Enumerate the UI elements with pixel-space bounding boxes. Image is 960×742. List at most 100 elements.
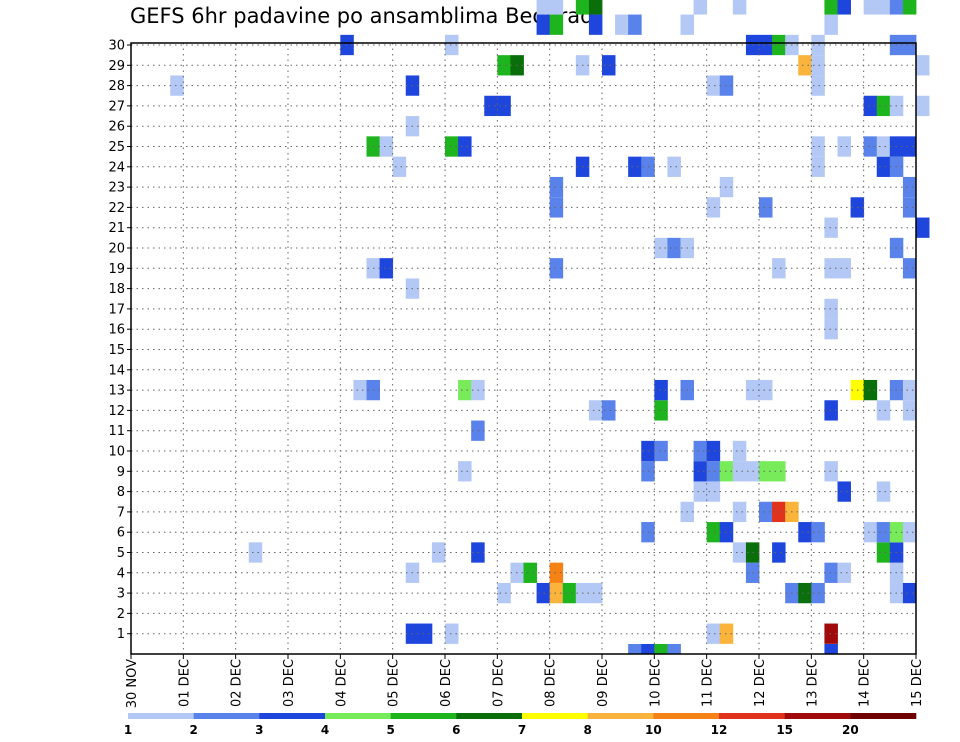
x-tick-label: 30 NOV [125, 659, 140, 708]
x-tick-label: 13 DEC [805, 659, 820, 707]
y-tick-label: 20 [108, 242, 125, 257]
heatmap-cell [824, 623, 838, 644]
heatmap-cell [811, 136, 825, 157]
heatmap-cell [902, 400, 917, 421]
heatmap-cell [706, 440, 721, 462]
heatmap-cell [824, 400, 838, 421]
heatmap-cell [732, 461, 747, 482]
heatmap-cell [837, 0, 851, 15]
heatmap-cell [916, 55, 930, 76]
x-tick-label: 06 DEC [439, 659, 454, 707]
y-tick-label: 28 [108, 79, 125, 94]
heatmap-cell [902, 34, 917, 56]
x-tick-label: 08 DEC [544, 659, 559, 707]
heatmap-cell [811, 156, 825, 177]
heatmap-cell [431, 542, 446, 563]
heatmap-cell [353, 379, 367, 401]
heatmap-cell [693, 0, 708, 15]
heatmap-cell [654, 644, 668, 654]
heatmap-cell [602, 400, 616, 421]
heatmap-cell [902, 197, 917, 218]
y-tick-label: 9 [117, 465, 125, 480]
heatmap-cell [863, 136, 878, 157]
legend-swatch [325, 713, 391, 719]
heatmap-cell [379, 258, 394, 279]
legend-label: 2 [189, 723, 197, 737]
heatmap-cell [759, 34, 773, 56]
y-tick-label: 14 [108, 363, 125, 378]
heatmap-cell [588, 14, 603, 35]
heatmap-cell [837, 258, 851, 279]
heatmap-cell [628, 14, 642, 35]
y-tick-label: 8 [117, 485, 125, 500]
heatmap-cell [497, 55, 511, 76]
heatmap-cell [916, 95, 930, 117]
heatmap-cell [902, 136, 917, 157]
heatmap-cell [588, 400, 603, 421]
heatmap-cell [680, 14, 694, 35]
y-tick-label: 11 [108, 424, 125, 439]
legend-swatch [193, 713, 260, 719]
heatmap-cell [916, 217, 930, 238]
heatmap-cell [484, 95, 498, 117]
heatmap-cell [811, 522, 825, 543]
heatmap-cell [902, 379, 917, 401]
heatmap-cell [772, 34, 786, 56]
heatmap-cell [876, 400, 891, 421]
heatmap-cell [418, 623, 433, 644]
heatmap-cell [445, 34, 459, 56]
heatmap-cell [889, 0, 904, 15]
heatmap-cell [458, 379, 472, 401]
heatmap-cell [902, 258, 917, 279]
heatmap-cell [379, 136, 394, 157]
heatmap-cell [798, 55, 812, 76]
heatmap-cell [575, 0, 590, 15]
heatmap-cell [772, 501, 786, 523]
heatmap-cell [654, 237, 668, 259]
color-legend: 1 2 3 4 5 6 7 8 10 12 15 20 [124, 713, 917, 737]
heatmap-cell [641, 522, 655, 543]
heatmap-cell [170, 75, 184, 96]
heatmap-cell [562, 582, 577, 604]
x-tick-label: 05 DEC [387, 659, 402, 707]
heatmap-cell [876, 136, 891, 157]
legend-label: 15 [776, 723, 793, 737]
heatmap-cell [549, 176, 564, 198]
y-axis-ticks: 1234567891011121314151617181920212223242… [108, 39, 131, 642]
heatmap-cell [654, 440, 668, 462]
heatmap-cell [837, 562, 851, 583]
heatmap-cell [824, 298, 838, 320]
heatmap-cell [824, 217, 838, 238]
heatmap-cell [654, 379, 668, 401]
y-tick-label: 1 [117, 627, 125, 642]
heatmap-cell [902, 582, 917, 604]
heatmap-cell [549, 582, 564, 604]
heatmap-cell [667, 156, 681, 177]
x-tick-label: 12 DEC [753, 659, 768, 707]
y-tick-label: 15 [108, 343, 125, 358]
heatmap-cell [811, 75, 825, 96]
legend-label: 1 [124, 723, 132, 737]
x-tick-label: 02 DEC [230, 659, 245, 707]
legend-label: 12 [711, 723, 728, 737]
heatmap-cell [824, 0, 838, 15]
heatmap-cell [693, 440, 708, 462]
y-tick-label: 6 [117, 526, 125, 541]
heatmap-cell [824, 644, 838, 654]
heatmap-cell [628, 156, 642, 177]
y-tick-label: 5 [117, 546, 125, 561]
heatmap-cell [759, 461, 773, 482]
heatmap-cell [392, 156, 407, 177]
legend-label: 4 [321, 723, 329, 737]
heatmap-cell [863, 0, 878, 15]
heatmap-cell [693, 461, 708, 482]
heatmap-cell [641, 644, 655, 654]
legend-swatch [390, 713, 457, 719]
heatmap-cell [876, 522, 891, 543]
heatmap-cell [772, 258, 786, 279]
y-tick-label: 24 [108, 160, 125, 175]
heatmap-cell [445, 136, 459, 157]
heatmap-cell [536, 0, 551, 15]
y-tick-label: 2 [117, 607, 125, 622]
heatmap-cell [811, 55, 825, 76]
